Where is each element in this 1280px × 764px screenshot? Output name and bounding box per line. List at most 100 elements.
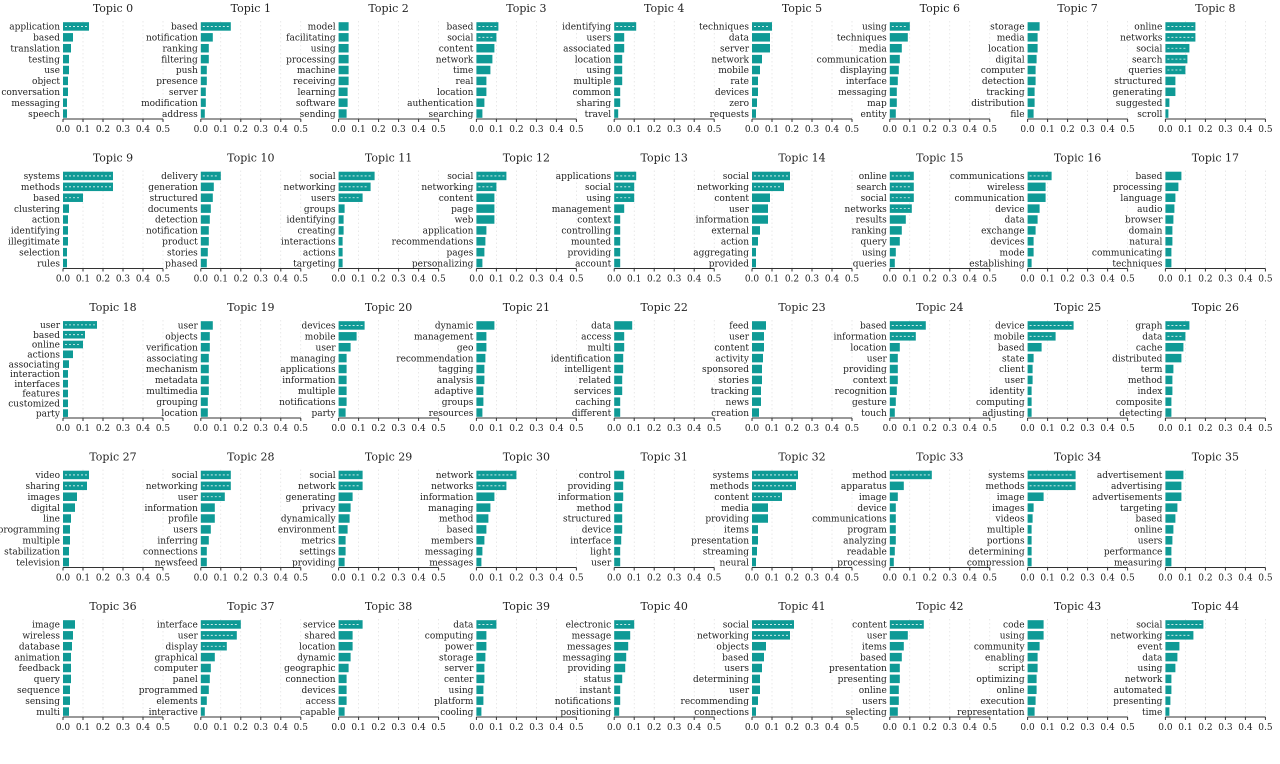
term-label: device <box>995 322 1024 332</box>
term-label: video <box>35 471 60 481</box>
term-label: systems <box>24 172 61 182</box>
bar <box>1027 631 1044 640</box>
x-tick-label: 0.4 <box>963 275 978 285</box>
x-tick-label: 0.0 <box>194 275 209 285</box>
term-label: users <box>587 34 612 44</box>
term-label: sponsored <box>702 365 749 375</box>
bar <box>476 65 491 75</box>
bar <box>63 65 69 75</box>
x-tick-label: 0.3 <box>667 723 682 733</box>
term-label: speech <box>28 110 60 120</box>
bar <box>1027 22 1040 31</box>
term-label: map <box>867 99 887 109</box>
bar <box>338 226 344 235</box>
x-tick-label: 0.0 <box>331 275 346 285</box>
bar <box>889 641 904 651</box>
bar <box>476 54 493 64</box>
bar <box>614 237 621 246</box>
topic-panel: Topic 39datacomputingpowerstorageserverc… <box>425 600 584 733</box>
bar <box>200 342 210 352</box>
bar <box>63 109 67 118</box>
term-label: recommendation <box>396 354 473 364</box>
term-label: identifying <box>11 227 60 237</box>
bar <box>1165 536 1173 545</box>
x-tick-label: 0.2 <box>96 723 110 733</box>
bar <box>614 707 620 716</box>
bar <box>200 663 211 673</box>
x-tick-label: 0.0 <box>194 574 209 584</box>
x-tick-label: 0.2 <box>96 574 110 584</box>
term-label: generating <box>286 493 336 503</box>
term-label: common <box>572 88 611 98</box>
bar <box>338 109 347 118</box>
term-label: rules <box>37 259 60 269</box>
term-label: identifying <box>562 23 611 33</box>
bar <box>1165 247 1172 257</box>
term-label: users <box>862 697 887 707</box>
term-label: messaging <box>11 99 60 109</box>
term-label: applications <box>280 365 336 375</box>
x-tick-label: 0.4 <box>1100 424 1115 434</box>
bar <box>752 674 760 684</box>
term-label: services <box>574 387 612 397</box>
bar <box>1027 33 1038 42</box>
term-label: associating <box>146 354 198 364</box>
term-label: techniques <box>1112 259 1162 269</box>
term-label: composite <box>1116 398 1163 408</box>
bar <box>476 514 489 523</box>
x-tick-label: 0.5 <box>569 723 584 733</box>
bar <box>200 696 207 705</box>
term-label: method <box>439 515 474 525</box>
term-label: action <box>32 216 60 226</box>
term-label: recommending <box>681 697 750 707</box>
x-tick-label: 0.3 <box>391 574 406 584</box>
term-label: networking <box>421 183 473 193</box>
bar <box>476 685 484 695</box>
bar <box>752 557 756 567</box>
term-label: user <box>729 686 750 696</box>
bar <box>1165 696 1171 705</box>
term-label: networking <box>697 183 749 193</box>
term-label: devices <box>302 322 336 332</box>
bar <box>338 321 365 330</box>
bar <box>889 364 898 374</box>
term-label: multi <box>36 708 60 718</box>
x-tick-label: 0.0 <box>883 424 898 434</box>
term-label: identifying <box>286 216 335 226</box>
bar <box>338 696 347 705</box>
x-tick-label: 0.5 <box>1120 125 1135 135</box>
term-label: location <box>161 409 198 419</box>
term-label: browser <box>1125 216 1163 226</box>
bar <box>338 98 348 107</box>
bar <box>63 247 67 257</box>
term-label: images <box>992 504 1025 514</box>
term-label: notifications <box>279 398 336 408</box>
term-label: information <box>558 493 612 503</box>
x-tick-label: 0.5 <box>569 574 584 584</box>
bar <box>338 514 350 523</box>
x-tick-label: 0.3 <box>529 574 544 584</box>
term-label: user <box>867 354 888 364</box>
bar <box>752 386 761 396</box>
term-label: newsfeed <box>155 558 198 568</box>
topic-panel: Topic 38 servicesharedlocationdynamicgeog… <box>284 600 446 733</box>
bar <box>1165 364 1174 374</box>
bar <box>752 109 756 118</box>
term-label: generating <box>1112 88 1162 98</box>
x-tick-label: 0.2 <box>234 125 248 135</box>
x-tick-label: 0.5 <box>845 574 860 584</box>
panel-title: Topic 16 <box>1054 152 1101 165</box>
x-tick-label: 0.4 <box>825 574 840 584</box>
term-label: documents <box>148 205 198 215</box>
panel-title: Topic 29 <box>365 451 412 464</box>
term-label: based <box>447 23 474 33</box>
x-tick-label: 0.5 <box>431 424 446 434</box>
bar <box>752 54 762 64</box>
bar <box>614 76 623 86</box>
term-label: software <box>296 99 336 109</box>
term-label: search <box>856 183 887 193</box>
term-label: interfaces <box>14 380 60 390</box>
term-label: management <box>414 333 474 343</box>
x-tick-label: 0.4 <box>274 723 289 733</box>
bar <box>200 321 213 330</box>
